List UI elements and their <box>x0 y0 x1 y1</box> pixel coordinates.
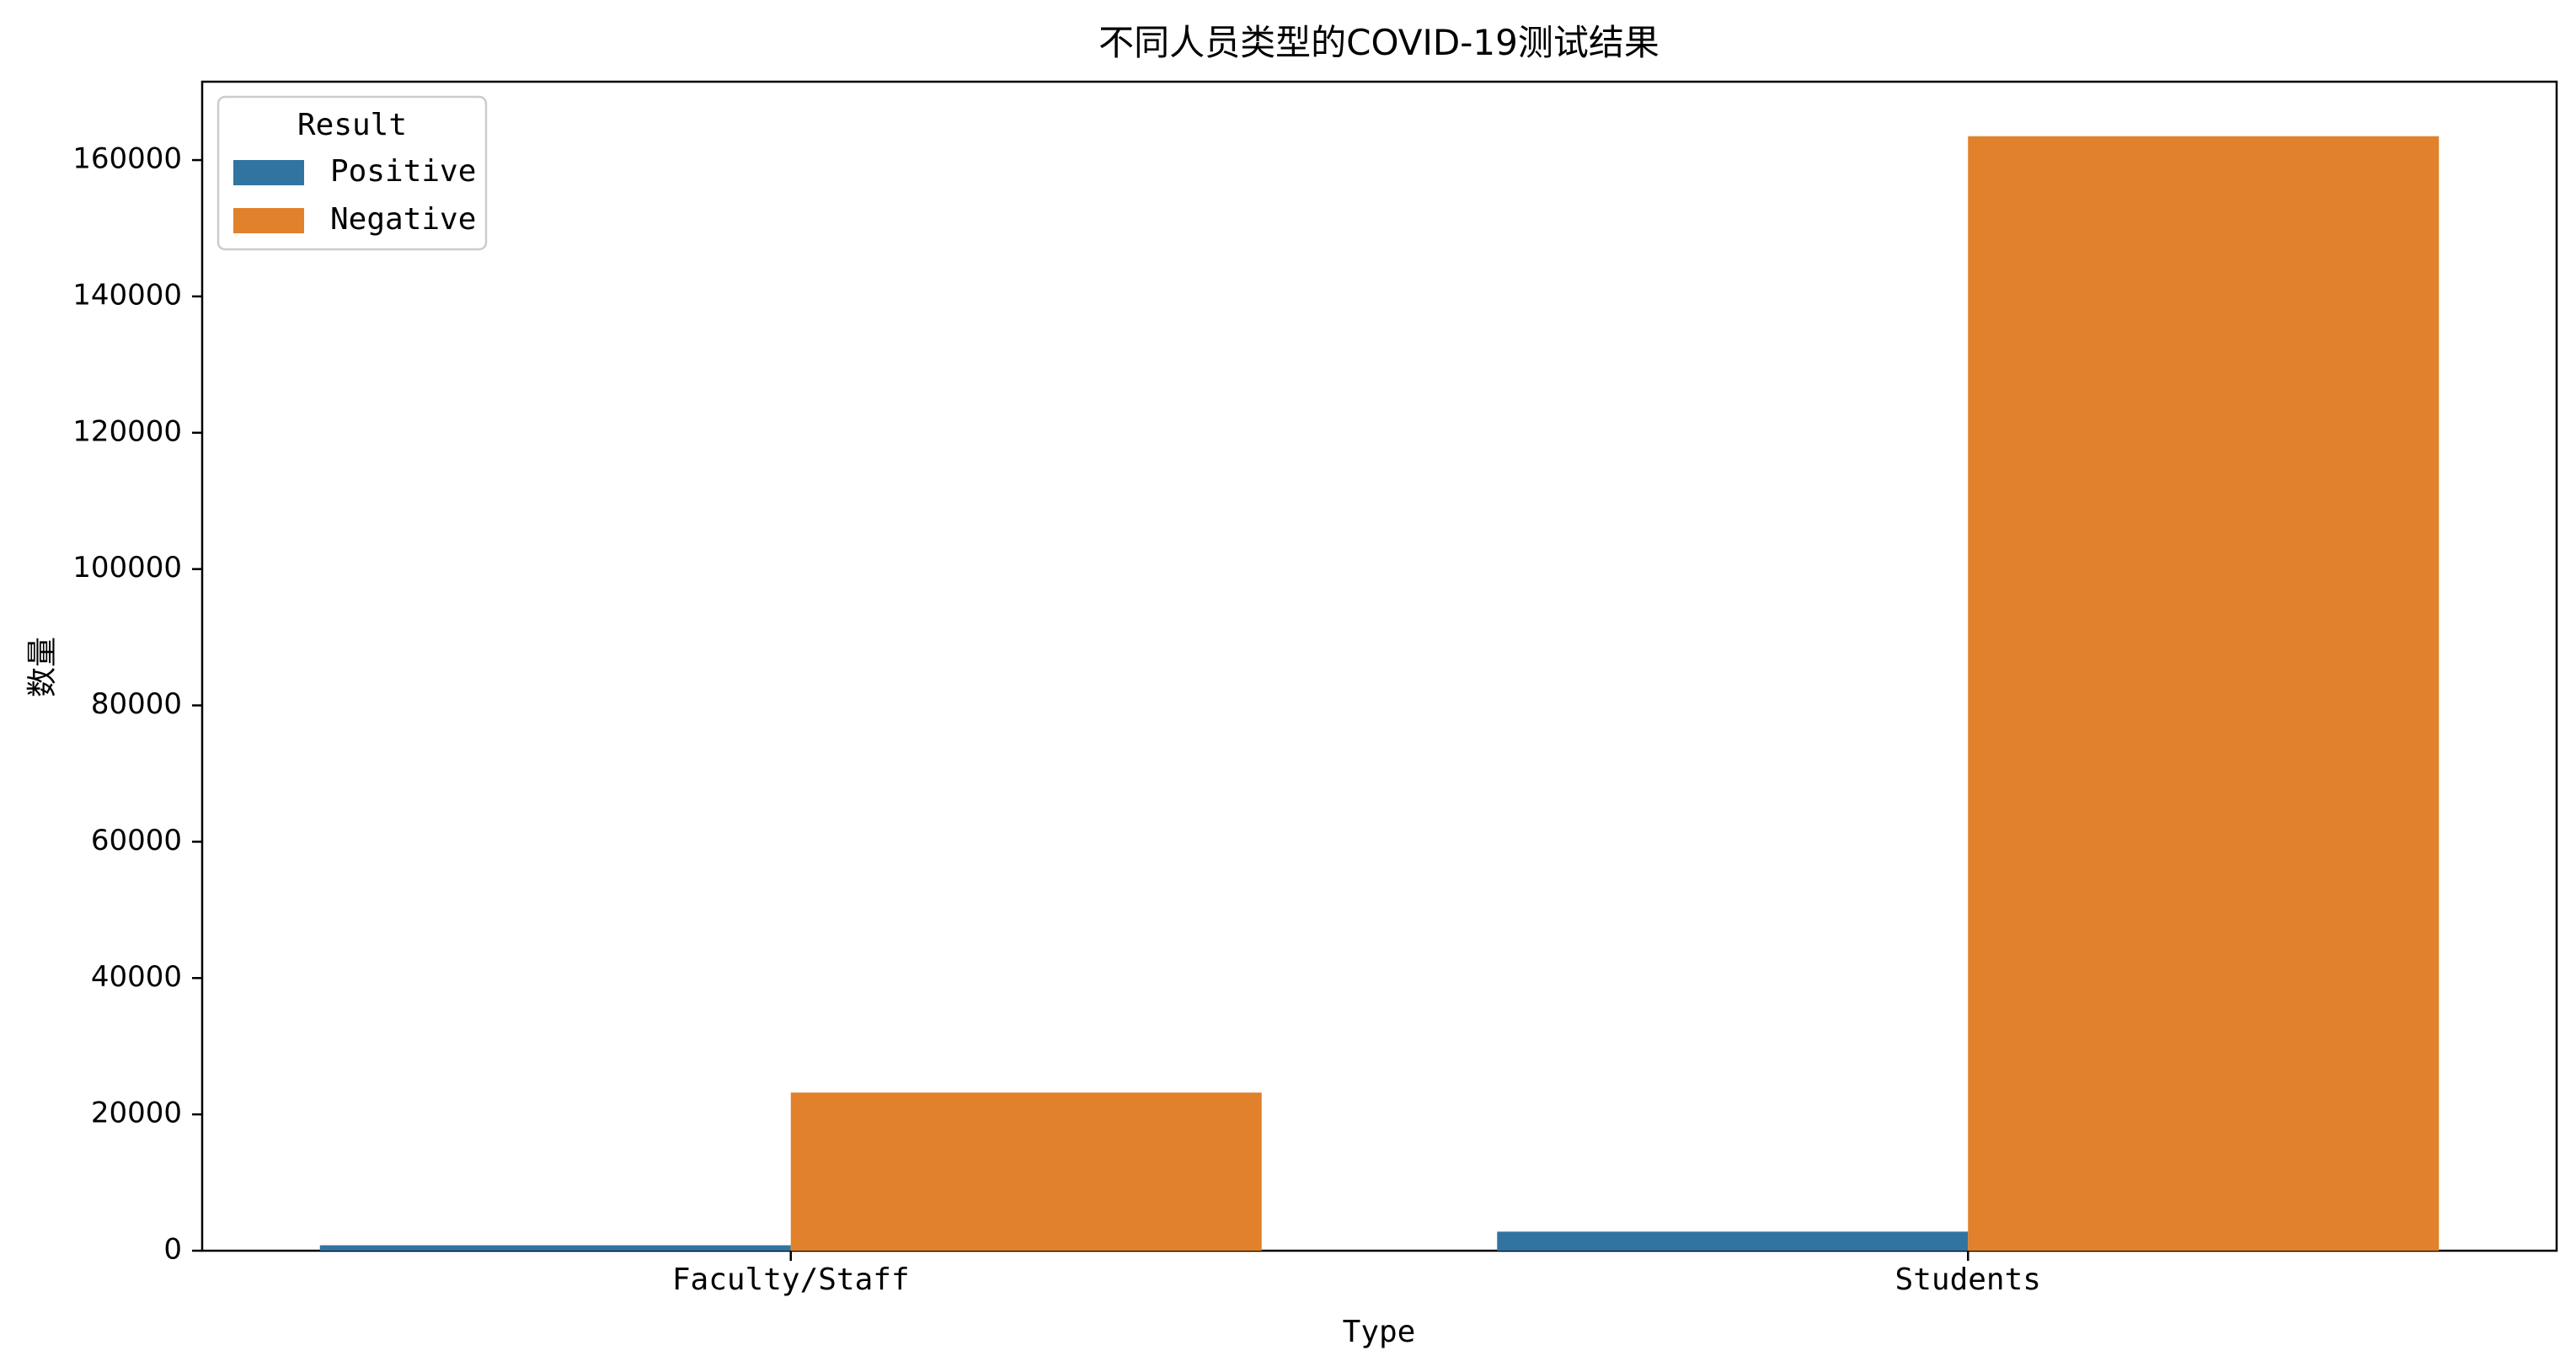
y-tick-label: 0 <box>163 1233 182 1267</box>
y-tick-label: 100000 <box>72 551 182 585</box>
y-axis-label: 数量 <box>25 637 60 697</box>
y-tick-label: 120000 <box>72 414 182 448</box>
x-axis: Faculty/Staff Students <box>672 1251 2041 1297</box>
y-axis: 0 20000 40000 60000 80000 100000 120000 140000 1… <box>72 142 202 1267</box>
bar-positive-1 <box>1497 1231 1968 1251</box>
legend-label-negative: Negative <box>330 202 476 237</box>
legend-swatch-negative <box>233 208 304 233</box>
x-tick-label: Faculty/Staff <box>672 1263 910 1297</box>
x-axis-label: Type <box>1343 1315 1416 1349</box>
bars-group <box>320 136 2440 1251</box>
y-tick-label: 80000 <box>91 687 182 721</box>
bar-negative-0 <box>791 1092 1262 1251</box>
y-tick-label: 40000 <box>91 960 182 994</box>
x-tick-label: Students <box>1895 1263 2041 1297</box>
y-tick-label: 60000 <box>91 824 182 857</box>
legend-title: Result <box>297 108 407 142</box>
legend: Result Positive Negative <box>218 97 486 249</box>
legend-label-positive: Positive <box>330 154 476 189</box>
bar-negative-1 <box>1968 136 2439 1251</box>
bar-positive-0 <box>320 1246 791 1251</box>
legend-swatch-positive <box>233 160 304 185</box>
y-tick-label: 140000 <box>72 278 182 312</box>
y-tick-label: 20000 <box>91 1097 182 1130</box>
chart-title: 不同人员类型的COVID-19测试结果 <box>1098 22 1659 63</box>
y-tick-label: 160000 <box>72 142 182 176</box>
